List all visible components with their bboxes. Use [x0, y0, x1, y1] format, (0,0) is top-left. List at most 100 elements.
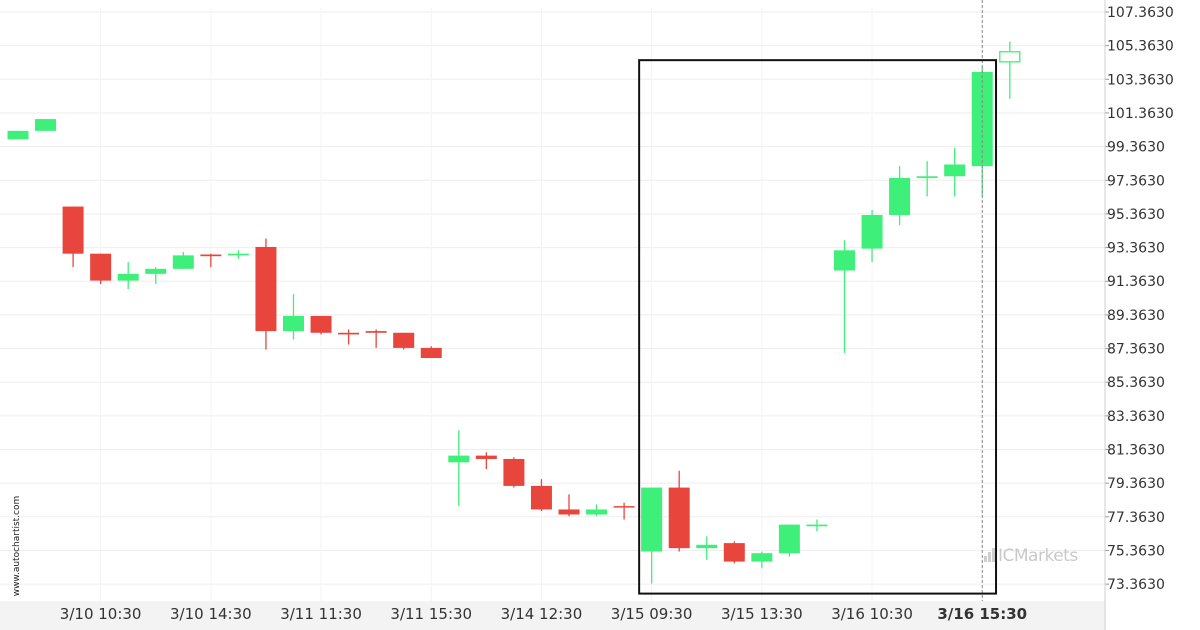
candle-body [200, 254, 222, 257]
candle [283, 294, 304, 340]
candle-body [586, 509, 608, 515]
candle [778, 524, 800, 557]
candle [641, 487, 663, 584]
candle [365, 329, 387, 348]
candle [448, 430, 470, 507]
y-tick-label: 77.3630 [1107, 510, 1165, 526]
y-tick-label: 101.3630 [1107, 106, 1174, 122]
candle [806, 519, 828, 532]
candle-body [778, 524, 800, 554]
candle [475, 452, 497, 470]
y-tick-label: 91.3630 [1107, 274, 1165, 290]
candle [751, 551, 773, 569]
x-axis-band [0, 601, 1105, 630]
pattern-box [638, 59, 998, 595]
candle-body [613, 506, 635, 508]
y-tick-label: 95.3630 [1107, 207, 1165, 223]
x-tick-label: 3/11 15:30 [390, 605, 472, 623]
candle [7, 130, 29, 140]
x-tick-label: 3/16 10:30 [831, 605, 913, 623]
y-tick-label: 81.3630 [1107, 443, 1165, 459]
candle [117, 262, 139, 290]
watermark-text: www.autochartist.com [12, 495, 22, 597]
y-tick-label: 103.3630 [1107, 72, 1174, 88]
candle-body [448, 455, 470, 463]
candle [420, 346, 442, 359]
candle [172, 251, 194, 269]
x-tick-label: 3/10 10:30 [60, 605, 142, 623]
candles-layer [7, 41, 1021, 584]
candle-body [283, 315, 304, 332]
candle [393, 332, 415, 350]
brand-logo: ICMarkets [984, 546, 1078, 566]
y-tick-label: 93.3630 [1107, 241, 1165, 257]
y-tick-label: 87.3630 [1107, 342, 1165, 358]
candle-body [255, 246, 277, 332]
y-tick-label: 99.3630 [1107, 140, 1165, 156]
candle [861, 209, 883, 263]
candle-body [834, 250, 855, 271]
candle [944, 147, 966, 197]
candle-body [365, 331, 387, 333]
candle-body [806, 524, 828, 527]
candle-body [668, 487, 690, 549]
candle [255, 238, 277, 350]
candle-body [475, 455, 497, 459]
x-tick-label: 3/16 15:30 [937, 605, 1027, 623]
candle-body [338, 332, 360, 335]
candle [586, 504, 608, 517]
candle-body [696, 544, 718, 549]
candle [145, 267, 167, 284]
candle-body [420, 347, 442, 359]
candle [558, 494, 580, 517]
candle [834, 240, 855, 353]
candle-body [117, 273, 139, 281]
candle-body [861, 214, 883, 249]
candle-body [723, 543, 745, 562]
grid-lines [0, 8, 1105, 601]
y-tick-label: 79.3630 [1107, 476, 1165, 492]
candle-body [944, 164, 966, 177]
y-axis: 73.3630 75.3630 77.3630 79.3630 81.3630 83.36… [1104, 0, 1174, 630]
y-tick-label: 73.3630 [1107, 577, 1165, 593]
candle-body [751, 553, 773, 562]
candle-body [172, 255, 194, 269]
candle [696, 536, 718, 560]
candle-body [971, 71, 993, 167]
candle-body [889, 177, 911, 215]
x-tick-label: 3/14 12:30 [501, 605, 583, 623]
candle-body [503, 458, 525, 486]
y-tick-label: 85.3630 [1107, 375, 1165, 391]
candle-body [641, 487, 663, 552]
x-tick-label: 3/15 13:30 [721, 605, 803, 623]
candle-body [90, 253, 112, 281]
candle [668, 470, 690, 552]
candle [530, 479, 552, 512]
x-tick-label: 3/10 14:30 [170, 605, 252, 623]
brand-bars-icon [984, 548, 996, 562]
candle [200, 253, 222, 268]
candle-body [35, 119, 57, 131]
candle [227, 250, 249, 259]
candle [35, 119, 57, 131]
candle [999, 41, 1021, 99]
y-tick-label: 105.3630 [1107, 39, 1174, 55]
y-tick-label: 75.3630 [1107, 543, 1165, 559]
candle-body [310, 315, 332, 333]
candle-body [393, 332, 415, 348]
y-tick-label: 97.3630 [1107, 173, 1165, 189]
candle-body [227, 253, 249, 256]
x-tick-label: 3/15 09:30 [611, 605, 693, 623]
candle [62, 206, 84, 268]
y-tick-label: 83.3630 [1107, 409, 1165, 425]
y-tick-label: 89.3630 [1107, 308, 1165, 324]
y-tick-label: 107.3630 [1107, 5, 1174, 21]
candle-body [7, 130, 29, 140]
candle [310, 315, 332, 335]
pattern-overlay [638, 0, 998, 601]
candle [90, 253, 112, 284]
candle [338, 329, 360, 345]
candle [503, 457, 525, 488]
candle-body [145, 268, 167, 274]
